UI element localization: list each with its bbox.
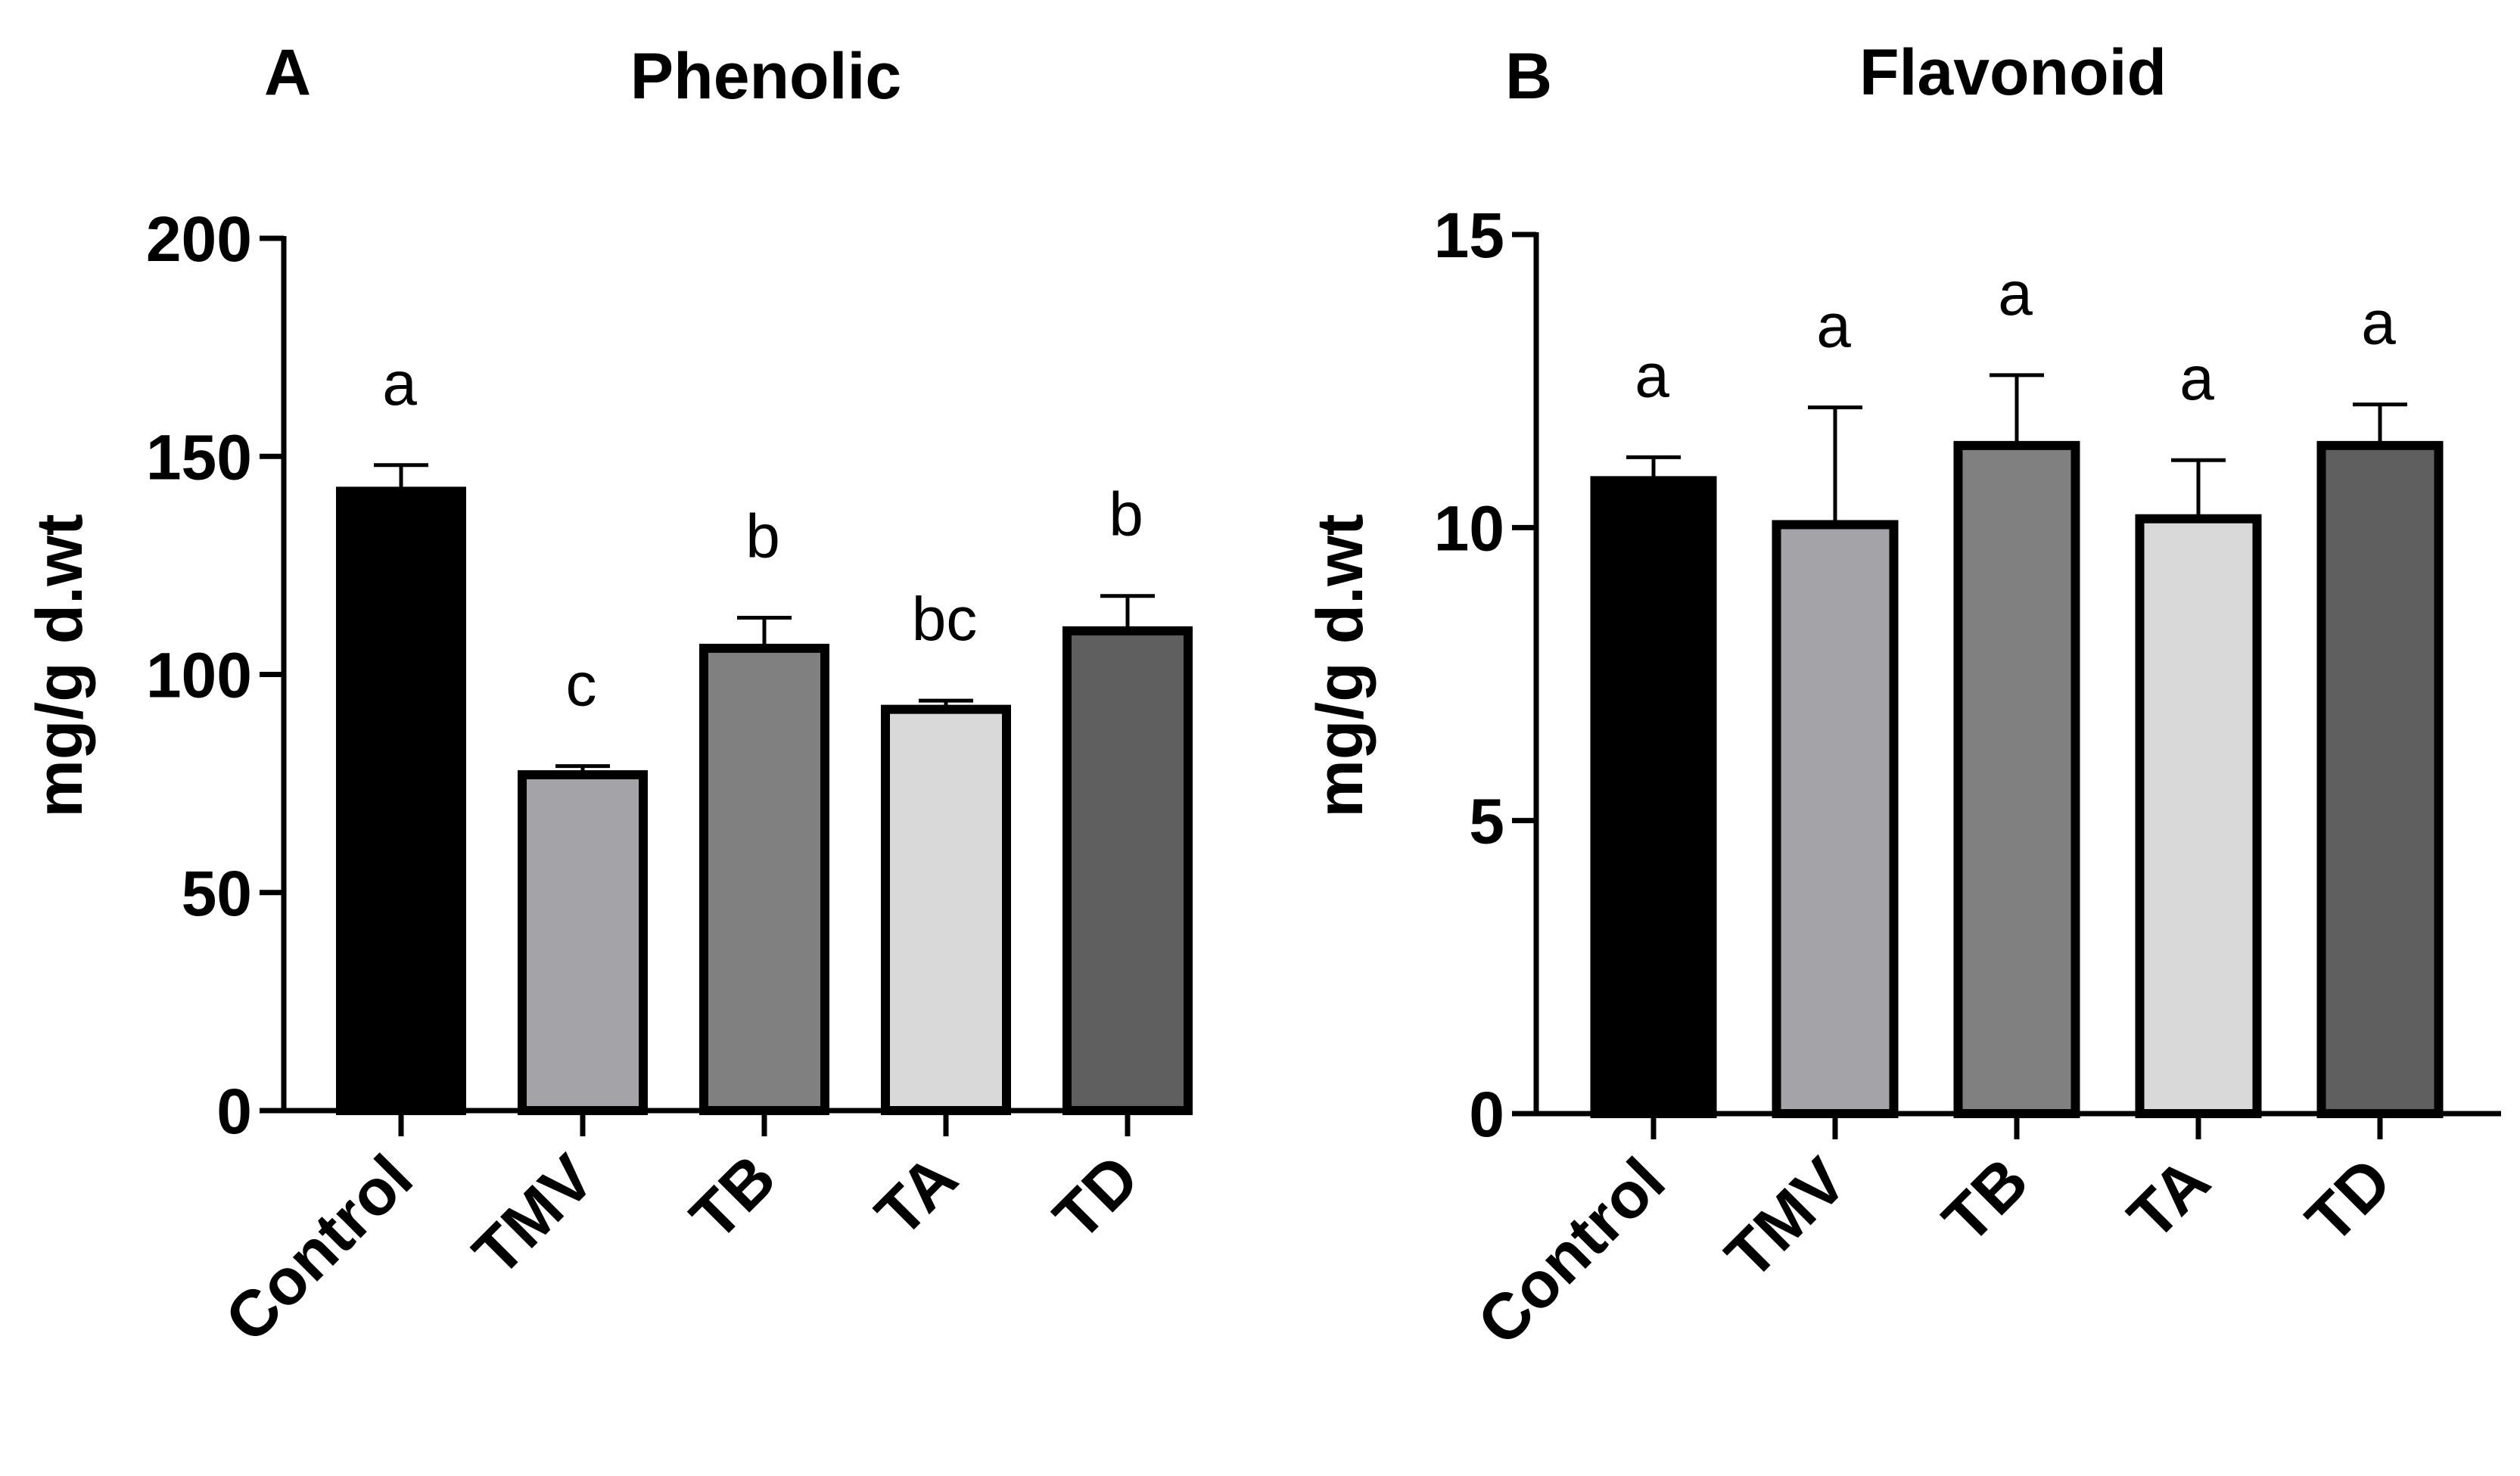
panel-a-ylabel: mg/g d.wt [23, 514, 96, 817]
panel-a-label: A [264, 36, 311, 109]
panel-a-sig-ta: bc [912, 585, 978, 654]
panel-a-category-ta: TA [862, 1142, 971, 1251]
panel-b-bar-tmv [1772, 520, 1899, 1118]
panel-b-bar-control [1590, 476, 1717, 1118]
panel-b-category-ta: TA [2114, 1145, 2223, 1254]
panel-a-bar-control [336, 486, 466, 1115]
panel-a-bar-tmv [518, 770, 648, 1115]
panel-a-category-tb: TB [677, 1142, 789, 1254]
panel-a-sig-tmv: c [566, 651, 597, 719]
panel-a-bar-ta [881, 704, 1011, 1115]
panel-a-sig-td: b [1109, 480, 1143, 549]
panel-a-sig-tb: b [745, 502, 780, 571]
panel-b-title: Flavonoid [1859, 36, 2167, 109]
panel-a-ytick-label: 100 [146, 640, 252, 711]
panel-b-category-control: Control [1464, 1145, 1678, 1359]
panel-b-ytick-label: 15 [1434, 200, 1504, 271]
panel-b-bar-td [2316, 440, 2444, 1118]
panel-b-sig-tmv: a [1816, 292, 1851, 361]
panel-a-ytick-label: 50 [182, 858, 252, 929]
panel-b-category-tmv: TMV [1712, 1145, 1860, 1293]
panel-b-sig-control: a [1635, 341, 1669, 410]
panel-b-ytick-label: 0 [1469, 1079, 1504, 1150]
panel-b-category-tb: TB [1929, 1145, 2042, 1257]
panel-a-title: Phenolic [630, 40, 901, 113]
panel-b-plot: 0 5 10 15 a Control a TMV a TB a TA a TD [1434, 200, 2501, 1359]
panel-b-label: B [1505, 40, 1552, 113]
panel-a-category-tmv: TMV [459, 1142, 608, 1290]
panel-b-bar-tb [1953, 440, 2080, 1118]
panel-b-ylabel: mg/g d.wt [1304, 514, 1377, 817]
panel-a-sig-control: a [382, 350, 417, 418]
panel-a-category-control: Control [211, 1142, 426, 1356]
panel-a-ytick-label: 200 [146, 204, 252, 275]
panel-a-plot: 0 50 100 150 200 a Control c TMV b TB bc TA b TD [146, 204, 1193, 1356]
panel-b-bar-ta [2135, 514, 2262, 1118]
panel-a-category-td: TD [1040, 1142, 1153, 1254]
panel-b-sig-ta: a [2179, 344, 2214, 413]
panel-a-bar-td [1062, 626, 1193, 1115]
panel-a-ytick-label: 0 [216, 1076, 252, 1147]
panel-b-sig-td: a [2361, 289, 2396, 358]
panel-b-category-td: TD [2292, 1145, 2405, 1257]
panel-b-sig-tb: a [1998, 259, 2033, 328]
panel-b-ytick-label: 10 [1434, 493, 1504, 564]
panel-a-bar-tb [699, 643, 829, 1115]
panel-a-ytick-label: 150 [146, 421, 252, 493]
panel-b-ytick-label: 5 [1469, 786, 1504, 857]
